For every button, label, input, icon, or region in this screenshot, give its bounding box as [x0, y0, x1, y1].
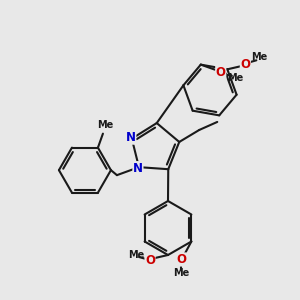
Text: Me: Me: [251, 52, 268, 62]
Text: Me: Me: [173, 268, 190, 278]
Text: O: O: [216, 66, 226, 79]
Text: Me: Me: [226, 73, 243, 82]
Text: Me: Me: [128, 250, 144, 260]
Text: N: N: [133, 162, 143, 175]
Text: Me: Me: [97, 120, 113, 130]
Text: O: O: [240, 58, 250, 71]
Text: N: N: [126, 131, 136, 144]
Text: O: O: [176, 253, 186, 266]
Text: O: O: [145, 254, 155, 266]
